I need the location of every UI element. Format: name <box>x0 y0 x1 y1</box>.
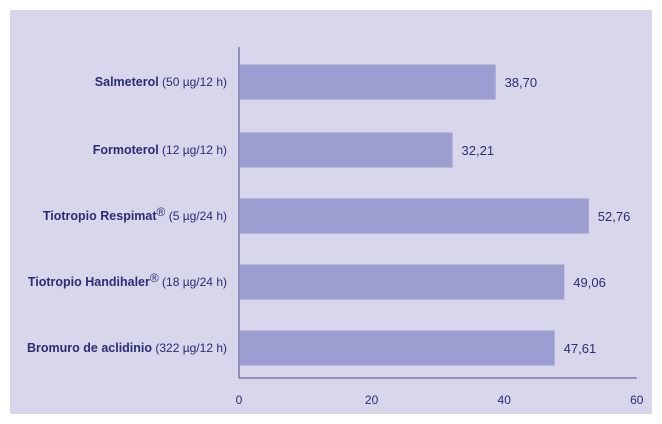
bar-value-label: 32,21 <box>462 143 495 158</box>
bar-value-label: 49,06 <box>573 275 606 290</box>
x-tick-label: 20 <box>365 393 379 407</box>
category-label: Salmeterol (50 µg/12 h) <box>95 75 227 89</box>
bar <box>240 64 496 100</box>
bar <box>240 132 453 168</box>
x-tick-label: 40 <box>498 393 512 407</box>
bar <box>240 198 589 234</box>
category-label: Formoterol (12 µg/12 h) <box>93 143 227 157</box>
bar-value-label: 38,70 <box>505 75 538 90</box>
bar-value-label: 47,61 <box>564 341 597 356</box>
x-tick-label: 60 <box>630 393 644 407</box>
bar <box>240 330 555 366</box>
bar-value-label: 52,76 <box>598 209 631 224</box>
bar <box>240 264 565 300</box>
category-label: Tiotropio Respimat® (5 µg/24 h) <box>43 205 227 223</box>
x-tick-label: 0 <box>236 393 243 407</box>
category-label: Tiotropio Handihaler® (18 µg/24 h) <box>28 271 227 289</box>
category-label: Bromuro de aclidinio (322 µg/12 h) <box>27 341 227 355</box>
